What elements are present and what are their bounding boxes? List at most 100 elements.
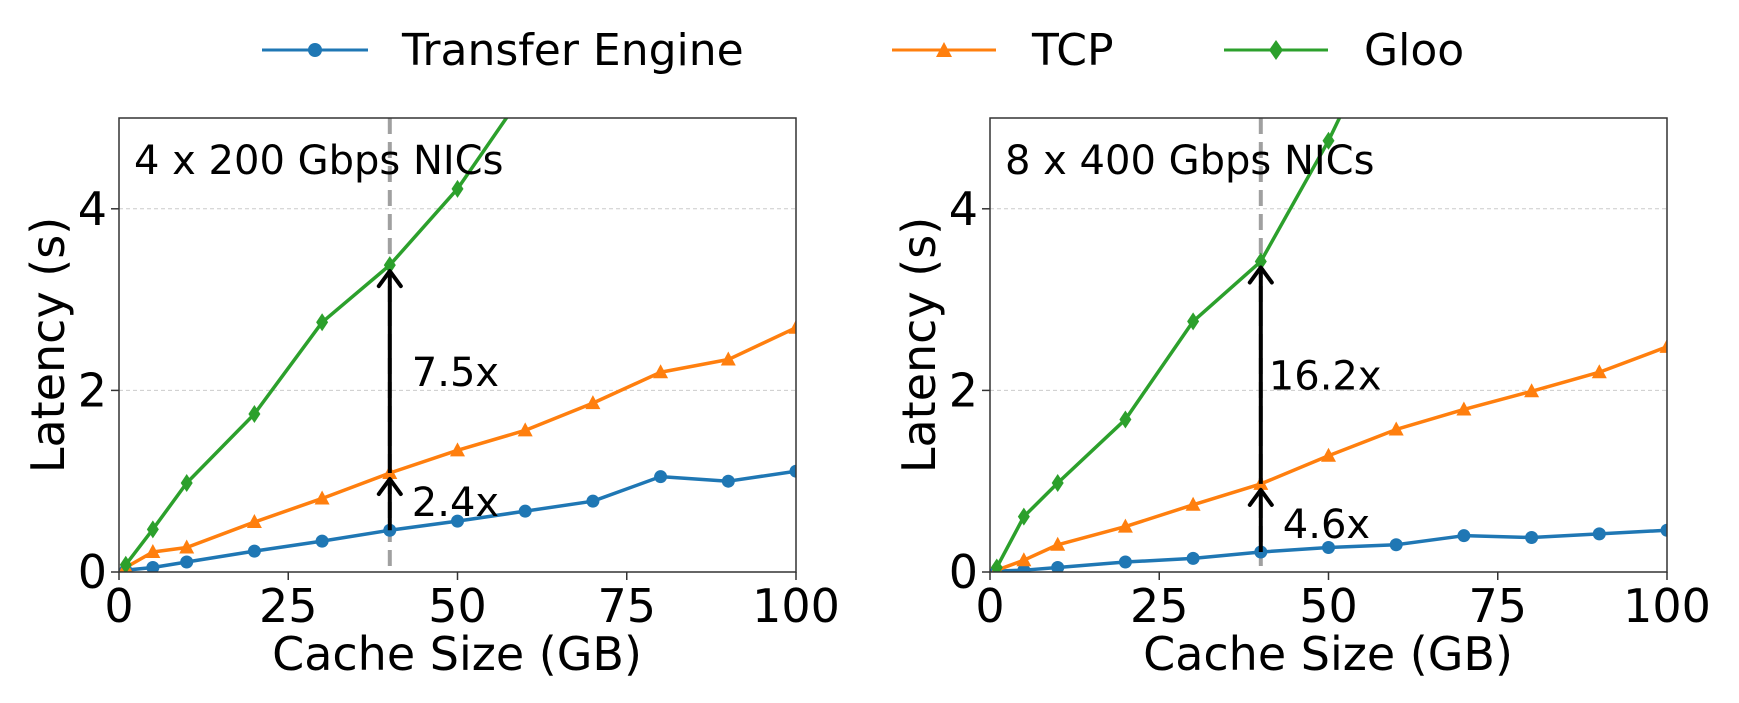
- gloo-point-4: [316, 313, 329, 332]
- legend-label: TCP: [1031, 25, 1114, 76]
- panel-title: 8 x 400 Gbps NICs: [1005, 138, 1374, 184]
- gloo-point-3: [248, 405, 261, 424]
- x-tick-label: 25: [1130, 579, 1189, 633]
- legend: Transfer Engine TCP Gloo: [262, 25, 1464, 76]
- transfer-engine-point-3: [1118, 555, 1132, 569]
- panel-title: 4 x 200 Gbps NICs: [134, 138, 503, 184]
- x-axis-label: Cache Size (GB): [272, 627, 642, 681]
- x-tick-label: 50: [428, 579, 487, 633]
- diamond-marker-icon: [1269, 40, 1283, 60]
- gloo-point-6: [1322, 131, 1335, 150]
- y-tick-label: 0: [78, 545, 107, 599]
- gloo-point-5: [383, 256, 396, 275]
- speedup-label: 2.4x: [412, 480, 499, 526]
- gloo-point-7: [1390, 0, 1402, 9]
- transfer-engine-point-10: [721, 474, 735, 488]
- legend-item-tcp: TCP: [892, 25, 1114, 76]
- transfer-engine-point-6: [451, 514, 464, 528]
- tcp-point-1: [1016, 552, 1032, 567]
- y-axis-label: Latency (s): [892, 217, 946, 473]
- tcp-point-3: [1117, 518, 1133, 533]
- y-tick-label: 2: [949, 363, 978, 417]
- gloo-point-0: [990, 558, 1003, 572]
- arrow-head-icon: [376, 269, 403, 289]
- tcp-point-9: [1524, 383, 1540, 398]
- transfer-engine-point-9: [654, 470, 668, 484]
- tcp-point-10: [720, 351, 736, 366]
- speedup-arrow: 16.2x: [1247, 265, 1382, 484]
- transfer-engine-point-1: [146, 560, 160, 572]
- tcp-point-2: [1050, 536, 1066, 551]
- y-tick-label: 4: [949, 182, 978, 236]
- chart-panel-2: 16.2x 4.6x 0 25 50 75 100 0 2 4 8 x 400 Gbps NI…: [892, 0, 1711, 681]
- x-tick-label: 100: [752, 579, 840, 633]
- tcp-point-7: [1388, 421, 1404, 436]
- gloo-point-6: [451, 179, 464, 198]
- y-tick-label: 4: [78, 182, 107, 236]
- y-axis-label: Latency (s): [21, 217, 75, 473]
- gloo-point-1: [146, 520, 159, 539]
- tcp-markers: [119, 319, 796, 572]
- transfer-engine-markers: [119, 464, 796, 572]
- gloo-point-1: [1017, 507, 1030, 526]
- tcp-point-7: [517, 422, 533, 437]
- speedup-label: 7.5x: [412, 350, 499, 396]
- speedup-arrow: 7.5x: [376, 269, 499, 474]
- transfer-engine-markers: [990, 523, 1667, 572]
- x-tick-label: 75: [1468, 579, 1527, 633]
- y-tick-label: 2: [78, 363, 107, 417]
- transfer-engine-point-2: [180, 555, 194, 569]
- tcp-point-11: [788, 319, 796, 334]
- transfer-engine-point-3: [247, 544, 261, 558]
- tcp-line: [124, 326, 796, 569]
- gloo-line: [995, 118, 1342, 569]
- transfer-engine-point-4: [1186, 551, 1200, 565]
- transfer-engine-point-7: [518, 504, 532, 518]
- plot-area: [119, 118, 796, 572]
- transfer-engine-point-8: [1457, 529, 1471, 543]
- arrow-head-icon: [1247, 265, 1274, 285]
- tcp-point-4: [314, 490, 330, 505]
- transfer-engine-point-4: [315, 534, 329, 548]
- transfer-engine-point-7: [1389, 538, 1403, 552]
- transfer-engine-point-10: [1592, 527, 1606, 541]
- transfer-engine-point-6: [1322, 540, 1335, 554]
- x-tick-label: 0: [104, 579, 133, 633]
- speedup-label: 4.6x: [1283, 502, 1370, 548]
- tcp-point-11: [1659, 338, 1667, 353]
- transfer-engine-point-11: [1660, 523, 1667, 537]
- tcp-point-6: [1321, 447, 1336, 462]
- arrow-head-icon: [1247, 487, 1274, 507]
- triangle-marker-icon: [936, 42, 952, 57]
- gloo-point-2: [180, 474, 193, 493]
- tcp-point-2: [179, 539, 195, 554]
- tcp-point-6: [450, 442, 465, 457]
- grid-lines: [990, 208, 1667, 391]
- legend-label: Transfer Engine: [401, 25, 744, 76]
- legend-label: Gloo: [1364, 25, 1464, 76]
- transfer-engine-point-8: [586, 494, 600, 508]
- transfer-engine-point-11: [789, 464, 796, 478]
- gloo-point-5: [1254, 252, 1267, 271]
- tcp-point-3: [246, 514, 262, 529]
- arrow-head-icon: [376, 477, 403, 497]
- x-tick-label: 75: [597, 579, 656, 633]
- transfer-engine-point-2: [1051, 560, 1065, 572]
- gloo-markers: [990, 0, 1402, 572]
- gloo-line: [124, 118, 509, 566]
- chart-panel-1: 7.5x 2.4x 0 25 50 75 100 0 2 4 4 x 200 Gbps NIC…: [21, 117, 840, 681]
- transfer-engine-point-9: [1525, 530, 1539, 544]
- tcp-point-9: [653, 364, 669, 379]
- y-axis-ticks: 0 2 4: [949, 182, 990, 599]
- legend-item-gloo: Gloo: [1224, 25, 1464, 76]
- gloo-point-4: [1187, 312, 1200, 331]
- grid-lines: [119, 208, 796, 391]
- tcp-point-4: [1185, 496, 1201, 511]
- x-axis-label: Cache Size (GB): [1143, 627, 1513, 681]
- x-tick-label: 0: [975, 579, 1004, 633]
- x-tick-label: 25: [259, 579, 318, 633]
- x-axis-ticks: 0 25 50 75 100: [104, 572, 840, 633]
- gloo-point-3: [1119, 410, 1132, 429]
- tcp-point-10: [1591, 364, 1607, 379]
